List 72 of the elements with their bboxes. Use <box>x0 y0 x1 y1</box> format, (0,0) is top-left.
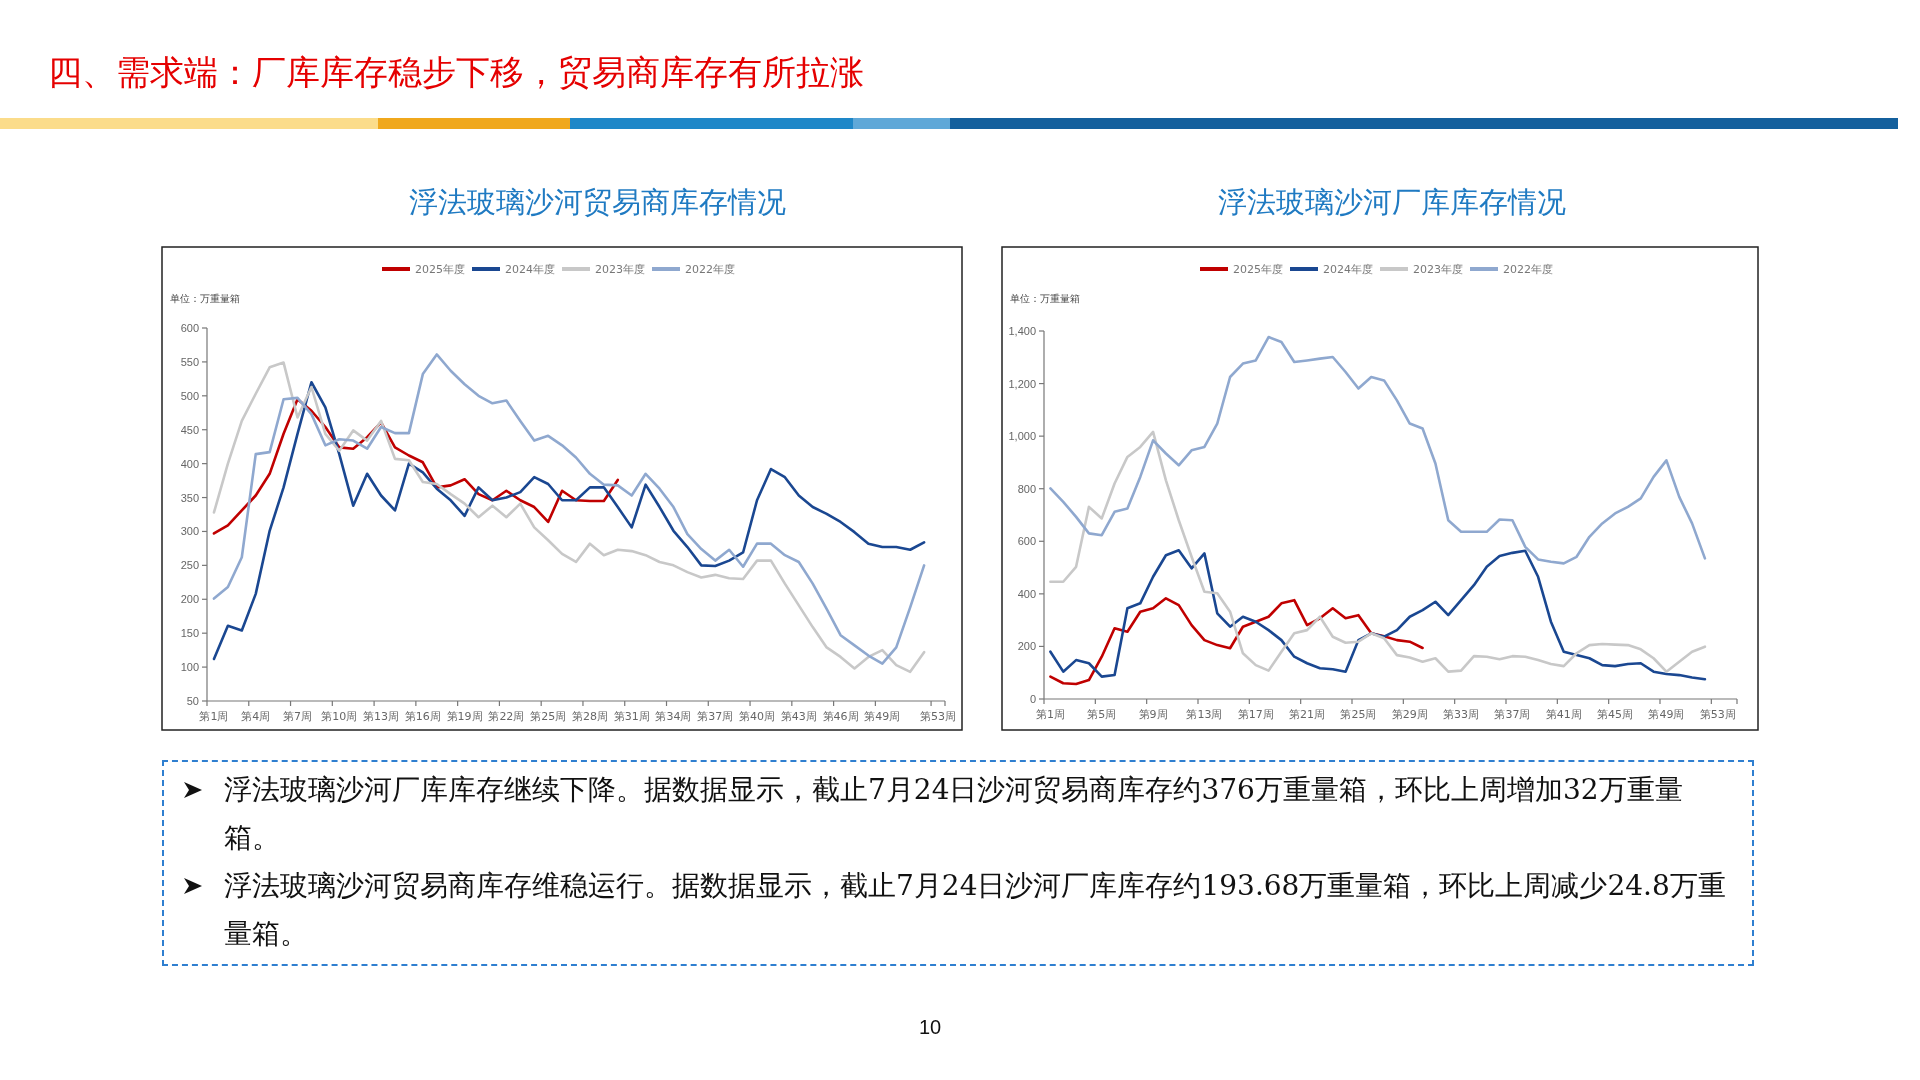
legend-label: 2024年度 <box>505 263 555 276</box>
y-axis-title: 单位：万重量箱 <box>170 293 240 304</box>
y-tick-label: 250 <box>180 559 199 572</box>
y-tick-label: 400 <box>180 457 199 470</box>
y-tick-label: 1,200 <box>1008 377 1036 390</box>
y-tick-label: 200 <box>1017 640 1036 653</box>
x-tick-label: 第9周 <box>1138 708 1168 721</box>
x-tick-label: 第43周 <box>780 710 817 723</box>
x-tick-label: 第25周 <box>530 710 567 723</box>
x-tick-label: 第10周 <box>321 710 358 723</box>
x-tick-label: 第21周 <box>1289 708 1326 721</box>
x-tick-label: 第25周 <box>1340 708 1377 721</box>
text: 四、需求端：厂库库存稳步下移，贸易商库存有所拉涨 <box>48 51 865 94</box>
x-tick-label: 第4周 <box>241 710 271 723</box>
legend-label: 2025年度 <box>1233 263 1283 276</box>
y-tick-label: 400 <box>1017 587 1036 600</box>
x-tick-label: 第53周 <box>920 710 957 723</box>
text: 10 <box>917 1016 943 1039</box>
y-tick-label: 1,400 <box>1008 325 1036 337</box>
legend-label: 2023年度 <box>595 263 645 276</box>
y-axis-title: 单位：万重量箱 <box>1010 293 1080 304</box>
x-tick-label: 第37周 <box>697 710 734 723</box>
x-tick-label: 第29周 <box>1391 708 1428 721</box>
x-tick-label: 第37周 <box>1494 708 1531 721</box>
legend-label: 2022年度 <box>1503 263 1553 276</box>
chart-title: 浮法玻璃沙河贸易商库存情况 <box>408 185 786 219</box>
y-tick-label: 800 <box>1017 482 1036 495</box>
legend-label: 2024年度 <box>1323 263 1373 276</box>
x-tick-label: 第31周 <box>613 710 650 723</box>
x-tick-label: 第17周 <box>1237 708 1274 721</box>
x-tick-label: 第33周 <box>1443 708 1480 721</box>
y-tick-label: 100 <box>180 661 199 674</box>
y-tick-label: 300 <box>180 525 199 538</box>
x-tick-label: 第53周 <box>1699 708 1736 721</box>
text: 浮法玻璃沙河贸易商库存维稳运行。据数据显示，截止7月24日沙河厂库库存约193.68万重量箱，环比上周减少24.8万重量箱。 <box>224 869 1726 950</box>
x-tick-label: 第34周 <box>655 710 692 723</box>
y-tick-label: 350 <box>180 491 199 504</box>
y-tick-label: 200 <box>180 593 199 606</box>
x-tick-label: 第5周 <box>1087 708 1117 721</box>
y-tick-label: 600 <box>1017 535 1036 548</box>
x-tick-label: 第49周 <box>864 710 901 723</box>
text: 浮法玻璃沙河厂库库存继续下降。据数据显示，截止7月24日沙河贸易商库存约376万重量箱，环比上周增加32万重量箱。 <box>224 773 1683 854</box>
x-tick-label: 第13周 <box>1186 708 1223 721</box>
y-tick-label: 550 <box>180 355 199 368</box>
line-series <box>1049 430 1707 673</box>
x-tick-label: 第40周 <box>739 710 776 723</box>
y-tick-label: 500 <box>180 389 199 402</box>
x-tick-label: 第22周 <box>488 710 525 723</box>
chart-title: 浮法玻璃沙河厂库库存情况 <box>1218 185 1566 219</box>
y-tick-label: 150 <box>180 627 199 640</box>
y-tick-label: 600 <box>180 322 199 334</box>
y-tick-label: 1,000 <box>1008 430 1036 443</box>
y-tick-label: 450 <box>180 423 199 436</box>
legend-label: 2023年度 <box>1413 263 1463 276</box>
x-tick-label: 第16周 <box>404 710 441 723</box>
x-tick-label: 第1周 <box>1035 708 1065 721</box>
x-tick-label: 第45周 <box>1597 708 1634 721</box>
line-series <box>1049 597 1424 686</box>
x-tick-label: 第19周 <box>446 710 483 723</box>
x-tick-label: 第13周 <box>363 710 400 723</box>
legend-label: 2025年度 <box>415 263 465 276</box>
x-tick-label: 第46周 <box>822 710 859 723</box>
y-tick-label: 50 <box>186 695 199 707</box>
x-tick-label: 第28周 <box>571 710 608 723</box>
x-tick-label: 第7周 <box>283 710 313 723</box>
x-tick-label: 第41周 <box>1545 708 1582 721</box>
x-tick-label: 第1周 <box>199 710 229 723</box>
legend-label: 2022年度 <box>685 263 735 276</box>
x-tick-label: 第49周 <box>1648 708 1685 721</box>
line-series <box>1049 548 1707 681</box>
y-tick-label: 0 <box>1029 693 1036 705</box>
line-series <box>1049 335 1707 565</box>
